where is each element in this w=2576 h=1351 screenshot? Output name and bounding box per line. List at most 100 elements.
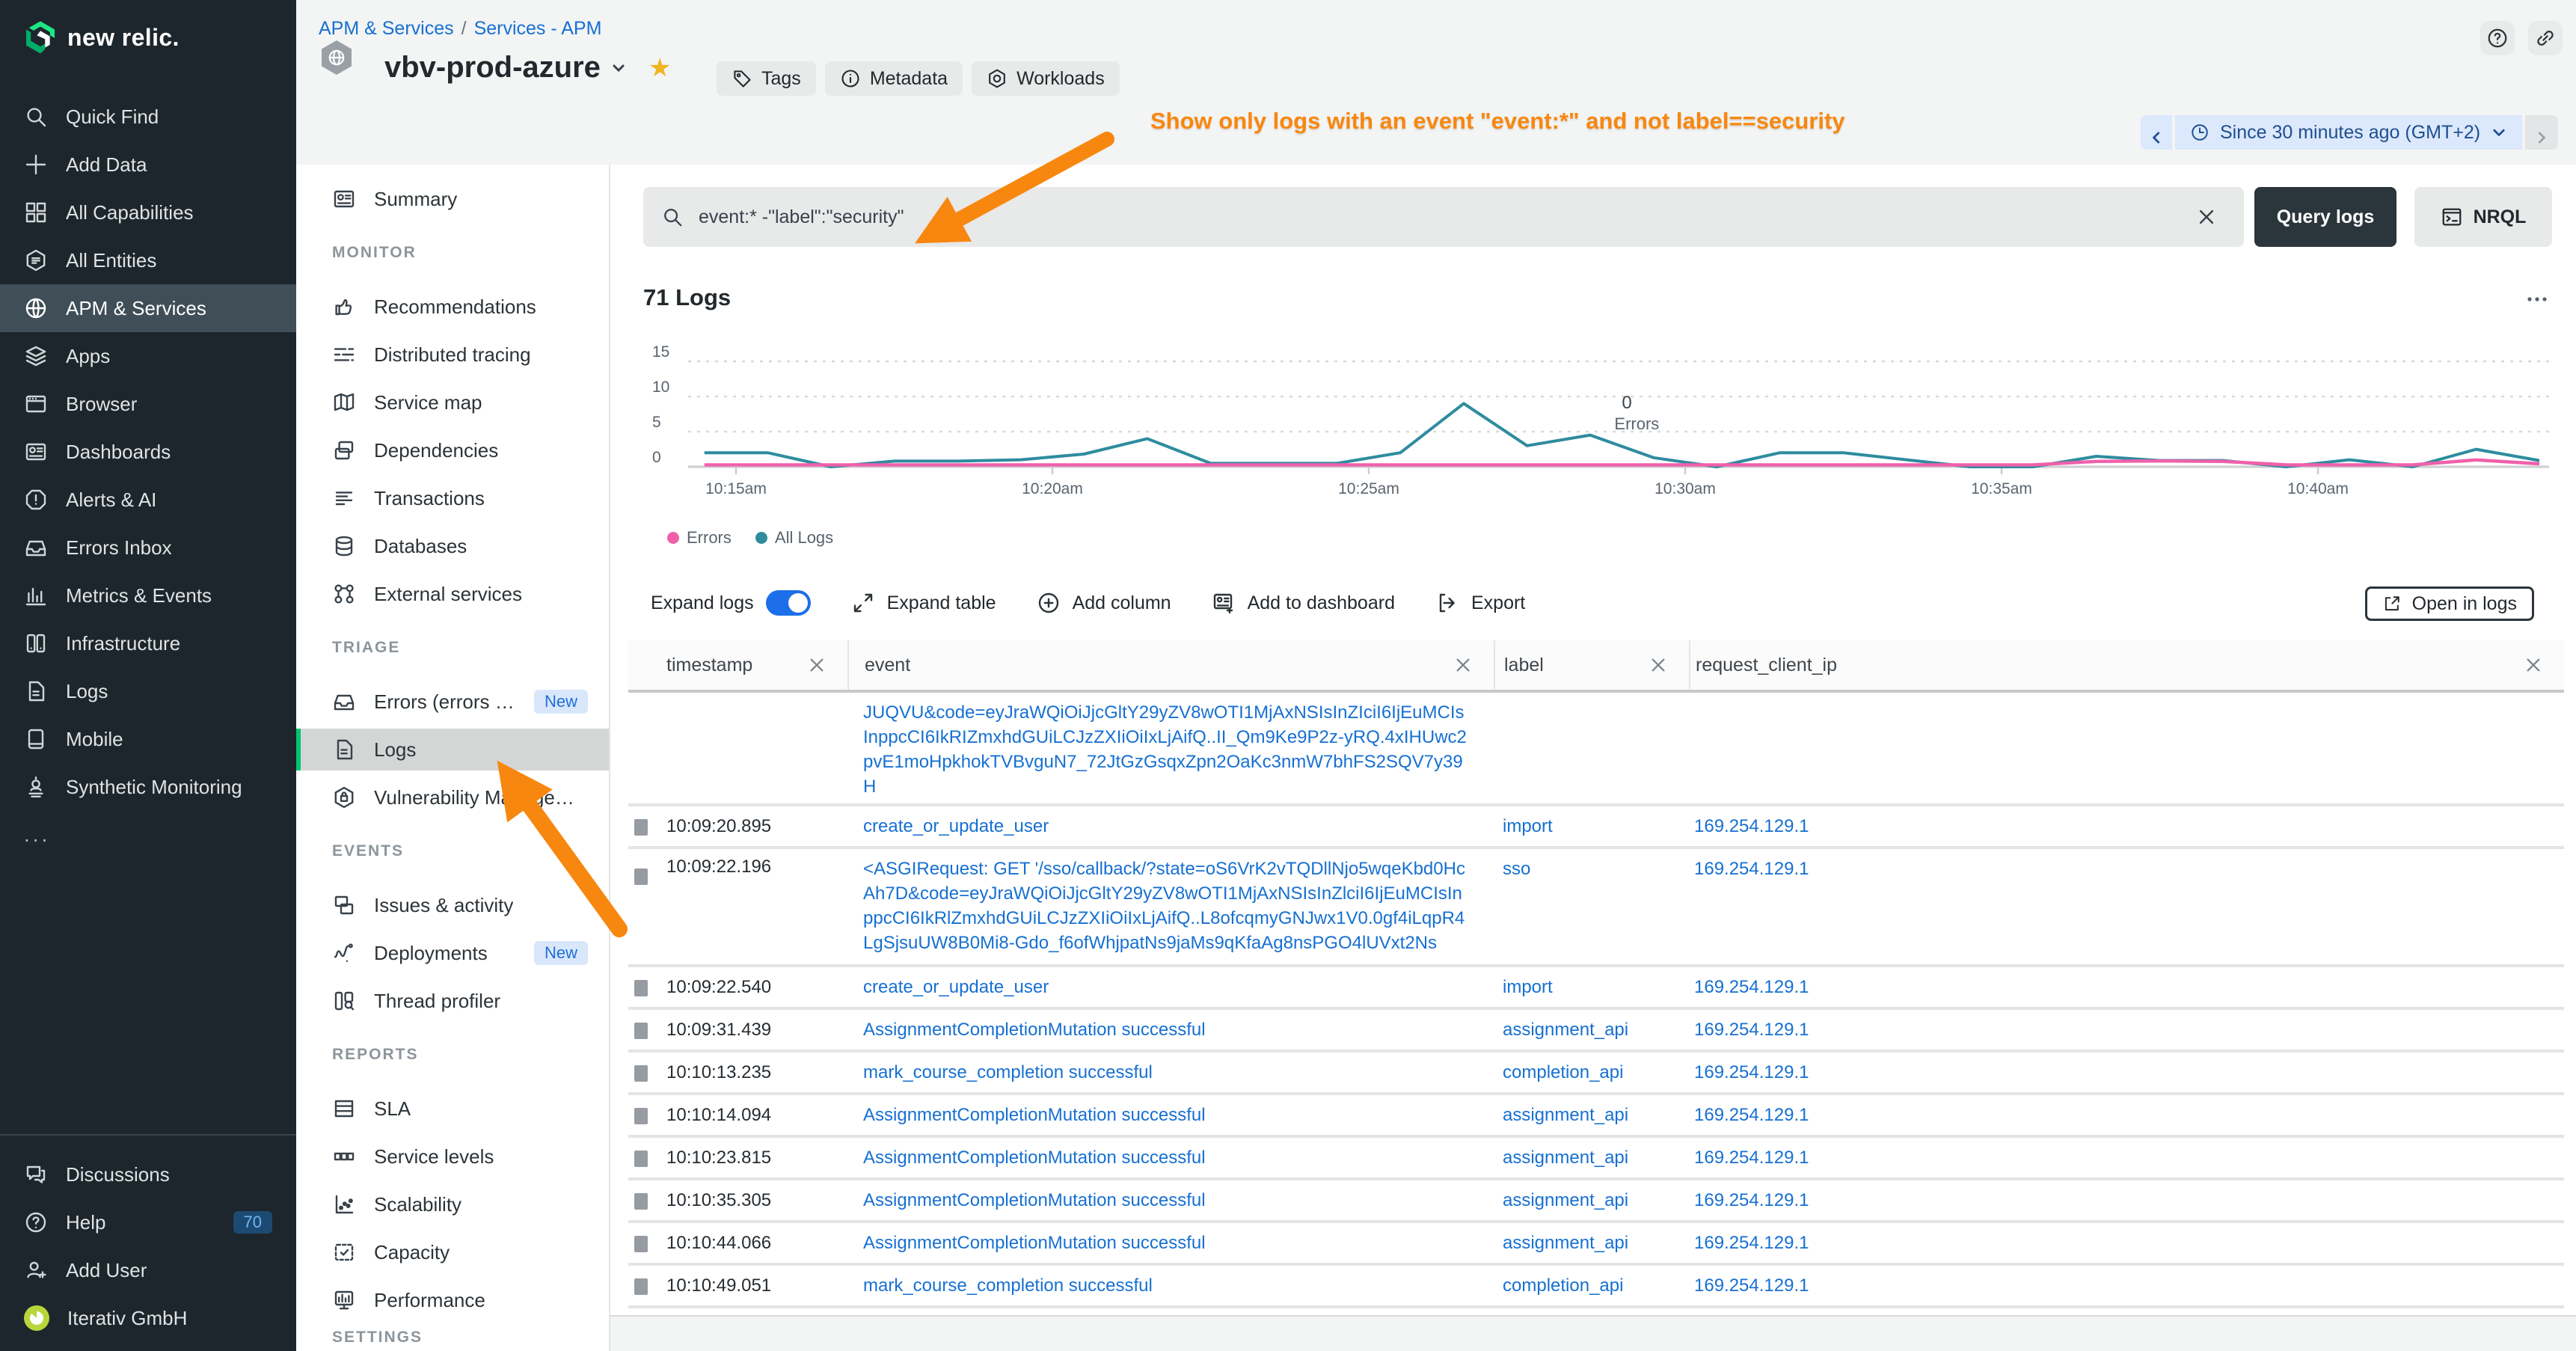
breadcrumb-link-1[interactable]: Services - APM (473, 18, 602, 39)
clear-query-button[interactable] (2184, 194, 2229, 239)
subnav-item-databases[interactable]: Databases (296, 525, 609, 567)
event-link[interactable]: AssignmentCompletionMutation successful (863, 1105, 1206, 1125)
column-header-request-client-ip[interactable]: request_client_ip (1689, 640, 2564, 690)
subnav-item-service-levels[interactable]: Service levels (296, 1136, 609, 1177)
label-link[interactable]: completion_api (1503, 1062, 1624, 1082)
add-to-dashboard-button[interactable]: Add to dashboard (1212, 591, 1395, 615)
subnav-item-recommendations[interactable]: Recommendations (296, 286, 609, 328)
ip-link[interactable]: 169.254.129.1 (1694, 1275, 1809, 1296)
sidebar-item-metrics-events[interactable]: Metrics & Events (0, 572, 296, 619)
add-column-button[interactable]: Add column (1037, 591, 1171, 615)
breadcrumb-link-0[interactable]: APM & Services (319, 18, 454, 39)
time-forward-button[interactable] (2525, 115, 2559, 150)
subnav-item-logs[interactable]: Logs (296, 729, 609, 771)
remove-column-icon[interactable] (1649, 655, 1668, 675)
legend-item-errors[interactable]: Errors (667, 528, 732, 548)
event-link[interactable]: JUQVU&code=eyJraWQiOiJjcGltY29yZV8wOTI1M… (863, 702, 1467, 797)
open-in-logs-button[interactable]: Open in logs (2364, 586, 2534, 621)
column-header-event[interactable]: event (847, 640, 1494, 690)
event-link[interactable]: AssignmentCompletionMutation successful (863, 1020, 1206, 1040)
ip-link[interactable]: 169.254.129.1 (1694, 977, 1809, 997)
sidebar-item-apm-services[interactable]: APM & Services (0, 284, 296, 332)
subnav-item-external-services[interactable]: External services (296, 573, 609, 615)
subnav-item-deployments[interactable]: Deployments New (296, 932, 609, 974)
sidebar-item-quick-find[interactable]: Quick Find (0, 93, 296, 141)
subnav-item-summary[interactable]: Summary (296, 178, 609, 220)
sidebar-item-browser[interactable]: Browser (0, 380, 296, 428)
table-row[interactable]: 10:10:49.051 mark_course_completion succe… (628, 1266, 2564, 1308)
log-search-input[interactable]: event:* -"label":"security" (643, 187, 2244, 247)
subnav-item-service-map[interactable]: Service map (296, 382, 609, 423)
label-link[interactable]: assignment_api (1503, 1105, 1629, 1125)
event-link[interactable]: mark_course_completion successful (863, 1062, 1153, 1082)
subnav-item-transactions[interactable]: Transactions (296, 477, 609, 519)
subnav-item-errors-errors-inb[interactable]: Errors (errors inb... New (296, 681, 609, 723)
new-relic-logo[interactable]: new relic. (24, 19, 180, 55)
event-link[interactable]: <ASGIRequest: GET '/sso/callback/?state=… (863, 859, 1465, 953)
workloads-button[interactable]: Workloads (972, 61, 1120, 96)
label-link[interactable]: assignment_api (1503, 1148, 1629, 1168)
label-link[interactable]: import (1503, 977, 1553, 997)
column-header-label[interactable]: label (1494, 640, 1689, 690)
label-link[interactable]: sso (1503, 859, 1531, 879)
table-row[interactable]: 10:10:44.066 AssignmentCompletionMutation… (628, 1223, 2564, 1266)
subnav-item-issues-activity[interactable]: Issues & activity (296, 884, 609, 926)
subnav-item-dependencies[interactable]: Dependencies (296, 429, 609, 471)
nrql-button[interactable]: NRQL (2414, 187, 2552, 247)
ip-link[interactable]: 169.254.129.1 (1694, 1062, 1809, 1082)
sidebar-item-infrastructure[interactable]: Infrastructure (0, 619, 296, 667)
sidebar-item-apps[interactable]: Apps (0, 332, 296, 380)
remove-column-icon[interactable] (807, 655, 827, 675)
event-link[interactable]: AssignmentCompletionMutation successful (863, 1190, 1206, 1210)
sidebar-item-errors-inbox[interactable]: Errors Inbox (0, 524, 296, 572)
sidebar-item-iterativ-gmbh[interactable]: Iterativ GmbH (0, 1294, 296, 1342)
legend-item-all-logs[interactable]: All Logs (755, 528, 833, 548)
expand-table-button[interactable]: Expand table (851, 591, 996, 615)
sidebar-item-help[interactable]: Help 70 (0, 1198, 296, 1246)
subnav-item-distributed-tracing[interactable]: Distributed tracing (296, 334, 609, 376)
table-row[interactable]: 10:10:23.815 AssignmentCompletionMutation… (628, 1138, 2564, 1180)
label-link[interactable]: assignment_api (1503, 1190, 1629, 1210)
subnav-item-scalability[interactable]: Scalability (296, 1183, 609, 1225)
sidebar-item-alerts-ai[interactable]: Alerts & AI (0, 476, 296, 524)
column-header-timestamp[interactable]: timestamp (628, 640, 847, 690)
sidebar-item-mobile[interactable]: Mobile (0, 715, 296, 763)
ip-link[interactable]: 169.254.129.1 (1694, 859, 1809, 879)
table-row[interactable]: 10:10:14.094 AssignmentCompletionMutation… (628, 1095, 2564, 1138)
table-row[interactable]: 10:10:35.305 AssignmentCompletionMutation… (628, 1180, 2564, 1223)
sidebar-item-all-capabilities[interactable]: All Capabilities (0, 189, 296, 236)
time-range-button[interactable]: Since 30 minutes ago (GMT+2) (2175, 115, 2523, 150)
remove-column-icon[interactable] (1453, 655, 1473, 675)
sidebar-item-logs[interactable]: Logs (0, 667, 296, 715)
subnav-item-sla[interactable]: SLA (296, 1088, 609, 1130)
ip-link[interactable]: 169.254.129.1 (1694, 816, 1809, 836)
table-row[interactable]: 10:10:13.235 mark_course_completion succe… (628, 1053, 2564, 1095)
subnav-item-vulnerability-management[interactable]: Vulnerability Management (296, 776, 609, 818)
label-link[interactable]: completion_api (1503, 1275, 1624, 1296)
label-link[interactable]: assignment_api (1503, 1020, 1629, 1040)
event-link[interactable]: AssignmentCompletionMutation successful (863, 1148, 1206, 1168)
table-row[interactable]: JUQVU&code=eyJraWQiOiJjcGltY29yZV8wOTI1M… (628, 693, 2564, 806)
export-button[interactable]: Export (1435, 591, 1525, 615)
sidebar-item-dashboards[interactable]: Dashboards (0, 428, 296, 476)
ip-link[interactable]: 169.254.129.1 (1694, 1190, 1809, 1210)
title-chevron-down-icon[interactable] (610, 59, 628, 77)
sidebar-item-add-user[interactable]: Add User (0, 1246, 296, 1294)
panel-menu-button[interactable] (2525, 287, 2549, 317)
metadata-button[interactable]: Metadata (824, 61, 963, 96)
table-row[interactable]: 10:09:22.540 create_or_update_user import 1… (628, 967, 2564, 1010)
table-row[interactable]: 10:09:22.196 <ASGIRequest: GET '/sso/call… (628, 849, 2564, 967)
toggle-on-icon[interactable] (765, 590, 811, 616)
copy-link-button[interactable] (2528, 21, 2563, 55)
event-link[interactable]: mark_course_completion successful (863, 1275, 1153, 1296)
subnav-item-thread-profiler[interactable]: Thread profiler (296, 980, 609, 1022)
sidebar-item-synthetic-monitoring[interactable]: Synthetic Monitoring (0, 763, 296, 811)
event-link[interactable]: AssignmentCompletionMutation successful (863, 1233, 1206, 1253)
sidebar-item-discussions[interactable]: Discussions (0, 1151, 296, 1198)
ip-link[interactable]: 169.254.129.1 (1694, 1233, 1809, 1253)
favorite-star-icon[interactable]: ★ (648, 53, 672, 82)
time-back-button[interactable] (2141, 115, 2172, 150)
ip-link[interactable]: 169.254.129.1 (1694, 1020, 1809, 1040)
remove-column-icon[interactable] (2524, 655, 2543, 675)
tags-button[interactable]: Tags (717, 61, 816, 96)
